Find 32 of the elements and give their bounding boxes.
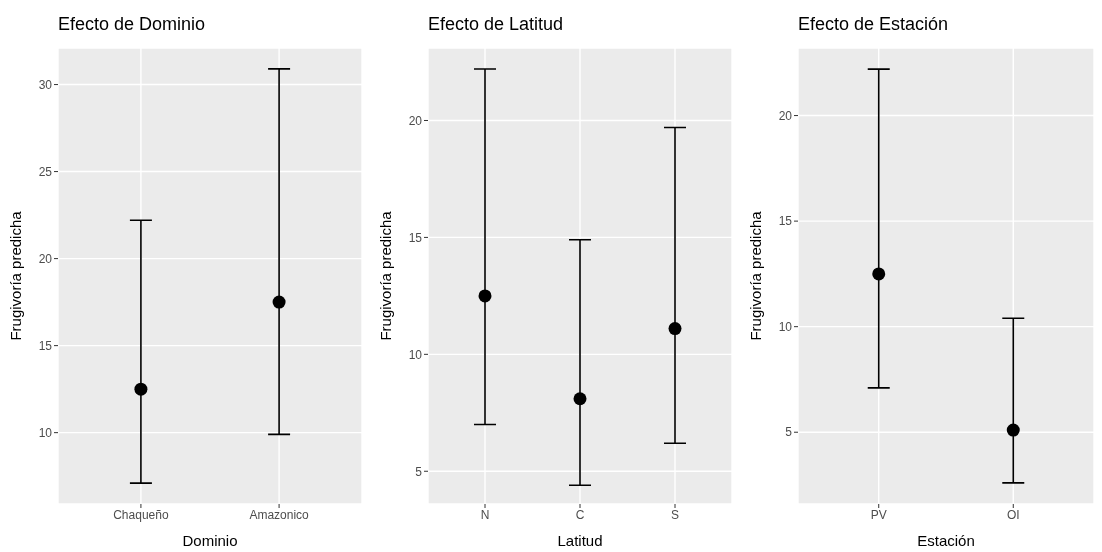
y-tick-label: 20	[38, 251, 53, 266]
x-tick-label: OI	[1006, 507, 1020, 522]
y-tick-label: 15	[408, 230, 423, 245]
point	[573, 392, 587, 406]
y-axis-title: Frugivoría predicha	[7, 210, 25, 341]
y-tick-label: 10	[778, 319, 793, 334]
chart-title: Efecto de Dominio	[58, 14, 206, 35]
point	[478, 289, 492, 303]
x-tick-label: PV	[870, 507, 887, 522]
y-tick-label: 5	[415, 464, 423, 479]
chart-title: Efecto de Estación	[798, 14, 949, 35]
y-tick-label: 30	[38, 77, 53, 92]
chart-title: Efecto de Latitud	[428, 14, 564, 35]
x-axis-title: Latitud	[557, 532, 603, 549]
y-tick-label: 10	[38, 425, 53, 440]
x-tick-label: N	[480, 507, 490, 522]
x-tick-label: Chaqueño	[113, 507, 169, 522]
y-tick-label: 20	[778, 108, 793, 123]
y-tick-label: 15	[778, 214, 793, 229]
y-tick-label: 15	[38, 338, 53, 353]
y-axis-title: Frugivoría predicha	[377, 210, 395, 341]
y-tick-label: 20	[408, 113, 423, 128]
y-tick-label: 10	[408, 347, 423, 362]
y-axis-title: Frugivoría predicha	[747, 210, 765, 341]
x-axis-title: Dominio	[182, 532, 238, 549]
point	[668, 322, 682, 336]
x-axis-title: Estación	[917, 532, 975, 549]
y-tick-label: 25	[38, 164, 53, 179]
x-tick-label: C	[575, 507, 585, 522]
y-tick-label: 5	[785, 425, 793, 440]
x-tick-label: S	[670, 507, 680, 522]
x-tick-label: Amazonico	[249, 507, 310, 522]
